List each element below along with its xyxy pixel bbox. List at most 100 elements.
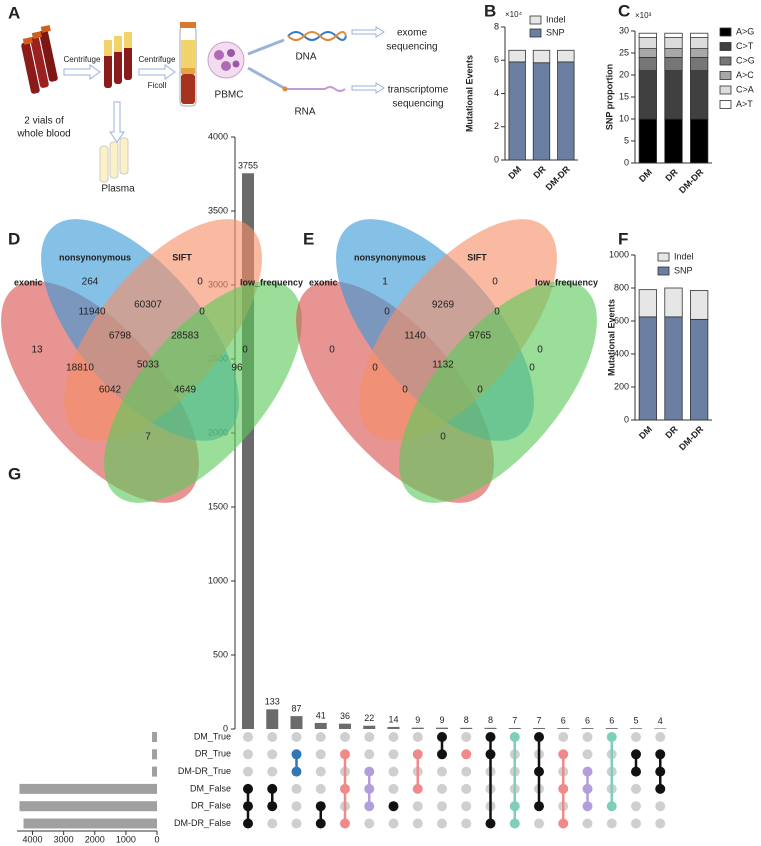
region-count: 13: [31, 345, 43, 356]
empty-dot: [582, 732, 593, 742]
x-tick-label: 3000: [54, 834, 74, 844]
blood-tubes: [21, 24, 58, 94]
empty-dot: [388, 783, 399, 794]
x-tick-label: DR: [663, 424, 680, 441]
empty-dot: [412, 732, 423, 742]
bar-segment: [690, 318, 709, 421]
bar: [484, 727, 497, 729]
value-label: 7: [512, 715, 517, 725]
y-tick-label: 8: [494, 21, 499, 31]
bar: [654, 728, 667, 729]
x-tick-label: 1000: [116, 834, 136, 844]
member-dot: [582, 783, 593, 794]
transcriptome-label: transcriptome: [388, 85, 449, 96]
y-tick-label: 500: [213, 649, 228, 659]
bar-segment: [638, 48, 657, 58]
member-dot: [631, 766, 641, 777]
venn-set: [399, 281, 597, 503]
empty-dot: [655, 801, 666, 812]
empty-dot: [461, 801, 472, 812]
legend-swatch: [529, 15, 542, 25]
panel-label: F: [618, 229, 628, 248]
value-label: 9: [415, 715, 420, 725]
bar-segment: [690, 37, 709, 49]
bar: [290, 716, 303, 729]
panel-label: D: [8, 229, 20, 248]
y-axis-label: SNP proportion: [604, 64, 614, 130]
set-label: DM_False: [190, 783, 231, 793]
empty-dot: [267, 732, 278, 742]
empty-dot: [558, 732, 569, 742]
bar-segment: [532, 62, 551, 161]
member-dot: [485, 749, 496, 760]
empty-dot: [655, 732, 666, 742]
y-tick-label: 600: [614, 315, 629, 325]
x-tick-label: DR: [531, 164, 548, 181]
member-dot: [315, 801, 326, 812]
value-label: 8: [488, 715, 493, 725]
value-label: 133: [265, 697, 280, 707]
region-count: 0: [477, 385, 483, 396]
region-count: 0: [440, 432, 446, 443]
y-tick-label: 6: [494, 55, 499, 65]
bar: [387, 726, 400, 729]
empty-dot: [582, 818, 593, 829]
region-count: 5033: [137, 360, 160, 371]
bar-segment: [638, 289, 657, 318]
empty-dot: [364, 732, 375, 742]
panel-label: C: [618, 1, 630, 20]
region-count: 0: [384, 307, 390, 318]
member-dot: [291, 766, 302, 777]
bar-segment: [690, 48, 709, 58]
member-dot: [315, 818, 326, 829]
set-label: nonsynonymous: [354, 252, 426, 262]
legend-label: A>G: [736, 26, 754, 36]
bar: [581, 728, 594, 729]
set-label: DM-DR_False: [174, 818, 231, 828]
empty-dot: [388, 749, 399, 760]
empty-dot: [388, 818, 399, 829]
set-size-bar: [19, 801, 157, 812]
y-tick-label: 25: [619, 47, 629, 57]
y-tick-label: 0: [624, 157, 629, 167]
legend-label: Indel: [674, 251, 694, 261]
empty-dot: [631, 783, 641, 794]
bar: [314, 722, 327, 729]
region-count: 0: [197, 277, 203, 288]
bar-segment: [508, 61, 526, 161]
empty-dot: [267, 749, 278, 760]
bar-segment: [508, 49, 526, 63]
empty-dot: [461, 766, 472, 777]
set-label: SIFT: [467, 252, 487, 262]
value-label: 4: [658, 716, 663, 726]
bar: [460, 727, 473, 729]
plasma-tubes: [99, 137, 129, 183]
region-count: 0: [199, 307, 205, 318]
y-scale-label: ×10³: [635, 11, 652, 20]
member-dot: [364, 801, 375, 812]
set-label: nonsynonymous: [59, 252, 131, 262]
pbmc-icon: [207, 41, 245, 79]
member-dot: [340, 749, 350, 760]
member-dot: [461, 749, 472, 760]
set-label: low_frequency: [535, 277, 598, 287]
x-tick-label: DM: [637, 167, 654, 184]
rna-icon: [285, 86, 346, 92]
bar-segment: [690, 290, 709, 320]
rna-icon: [282, 86, 288, 92]
value-label: 6: [561, 715, 566, 725]
arrow: [109, 101, 125, 143]
bar-segment: [557, 49, 575, 63]
value-label: 5: [633, 716, 638, 726]
empty-dot: [606, 818, 617, 829]
empty-dot: [412, 801, 423, 812]
dna-label: DNA: [295, 52, 316, 63]
member-dot: [437, 732, 447, 742]
empty-dot: [388, 732, 399, 742]
member-dot: [631, 749, 641, 760]
region-count: 9765: [469, 331, 492, 342]
bar: [436, 727, 448, 729]
empty-dot: [315, 732, 326, 742]
pbmc-label: PBMC: [215, 90, 244, 101]
member-dot: [509, 732, 520, 742]
